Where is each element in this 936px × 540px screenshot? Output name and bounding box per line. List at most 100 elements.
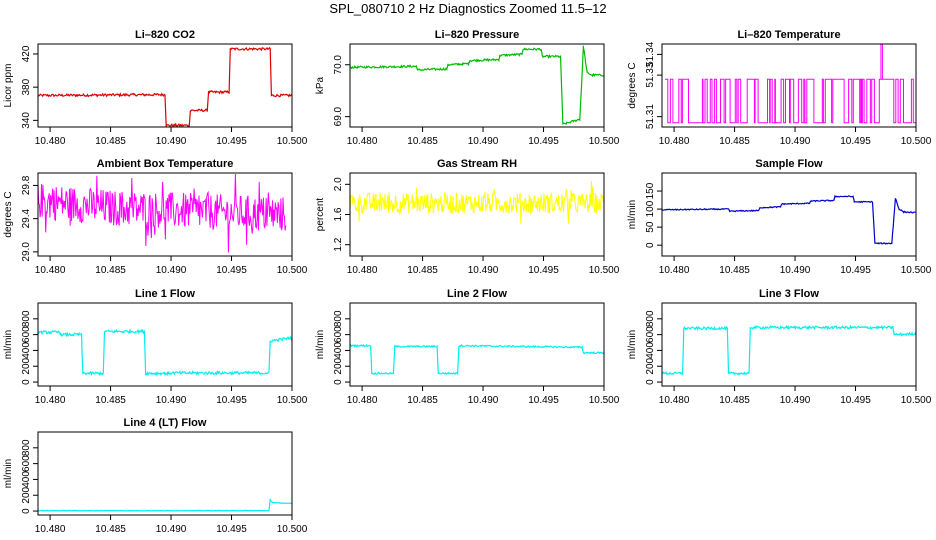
- series-line: [662, 194, 916, 245]
- y-axis-label: ml/min: [627, 200, 638, 229]
- x-tick-label: 10.490: [156, 136, 187, 147]
- x-tick-label: 10.480: [35, 136, 66, 147]
- y-tick-label: 200: [21, 357, 32, 374]
- chart-title: Sample Flow: [755, 158, 823, 170]
- series-spike: [880, 44, 883, 80]
- chart-series: [38, 328, 292, 377]
- y-axis-label: ml/min: [315, 330, 326, 359]
- x-tick-label: 10.485: [719, 395, 750, 406]
- y-tick-label: 1.2: [333, 237, 344, 251]
- chart-6: Sample Flow 10.480 10.485 10.490 10.495 10.50…: [627, 158, 932, 276]
- y-tick-label: 400: [645, 342, 656, 359]
- x-tick-label: 10.485: [95, 136, 126, 147]
- x-tick-label: 10.490: [780, 265, 811, 276]
- x-tick-label: 10.495: [216, 265, 247, 276]
- x-tick-label: 10.485: [407, 136, 438, 147]
- y-tick-label: 380: [21, 78, 32, 95]
- x-tick-label: 10.495: [528, 136, 559, 147]
- y-tick-label: 200: [333, 357, 344, 374]
- chart-title: Gas Stream RH: [437, 158, 517, 170]
- x-tick-label: 10.480: [35, 265, 66, 276]
- x-tick-label: 10.490: [156, 265, 187, 276]
- y-axis-label: ml/min: [3, 459, 14, 488]
- x-tick-label: 10.495: [840, 265, 871, 276]
- y-tick-label: 400: [333, 342, 344, 359]
- y-tick-label: 0: [645, 242, 656, 248]
- series-line: [38, 46, 292, 127]
- x-tick-label: 10.485: [95, 265, 126, 276]
- chart-series: [350, 180, 604, 224]
- y-tick-label: 29.8: [21, 175, 32, 195]
- x-tick-label: 10.495: [216, 524, 247, 535]
- series-line: [350, 343, 604, 376]
- chart-2: Li–820 Pressure 10.480 10.485 10.490 10.495 1…: [315, 29, 620, 147]
- y-tick-label: 100: [645, 200, 656, 217]
- chart-series: [38, 498, 292, 512]
- chart-series: [665, 44, 916, 124]
- y-tick-label: 600: [21, 326, 32, 343]
- y-tick-label: 150: [645, 182, 656, 199]
- plot-frame: [661, 43, 917, 128]
- y-tick-label: 1.6: [333, 207, 344, 221]
- chart-title: Li–820 CO2: [135, 29, 195, 41]
- chart-title: Line 2 Flow: [447, 288, 507, 300]
- y-tick-label: 600: [21, 455, 32, 472]
- y-tick-label: 600: [333, 326, 344, 343]
- y-tick-label: 0: [21, 508, 32, 514]
- plot-frame: [37, 431, 293, 516]
- chart-title: Ambient Box Temperature: [97, 158, 234, 170]
- chart-4: Ambient Box Temperature 10.480 10.485 10.49…: [3, 158, 308, 276]
- x-tick-label: 10.490: [156, 524, 187, 535]
- y-axis-label: kPa: [315, 76, 326, 94]
- x-tick-label: 10.480: [347, 395, 378, 406]
- y-tick-label: 800: [21, 310, 32, 327]
- chart-series: [662, 324, 916, 377]
- x-tick-label: 10.480: [35, 524, 66, 535]
- series-line: [662, 324, 916, 377]
- x-tick-label: 10.500: [589, 395, 620, 406]
- y-tick-label: 800: [333, 310, 344, 327]
- chart-series: [662, 194, 916, 245]
- x-tick-label: 10.480: [659, 136, 690, 147]
- y-axis-label: degrees C: [627, 62, 638, 108]
- x-tick-label: 10.490: [468, 265, 499, 276]
- y-tick-label: 0: [333, 379, 344, 385]
- series-line: [350, 45, 604, 125]
- x-tick-label: 10.500: [901, 265, 932, 276]
- y-tick-label: 0: [21, 379, 32, 385]
- x-tick-label: 10.495: [216, 136, 247, 147]
- plot-frame: [37, 302, 293, 387]
- x-tick-label: 10.500: [277, 265, 308, 276]
- chart-10: Line 4 (LT) Flow 10.480 10.485 10.490 10.495…: [3, 417, 308, 535]
- y-tick-label: 0: [645, 379, 656, 385]
- plot-frame: [661, 172, 917, 257]
- x-tick-label: 10.500: [277, 136, 308, 147]
- x-tick-label: 10.485: [407, 265, 438, 276]
- x-tick-label: 10.485: [407, 395, 438, 406]
- x-tick-label: 10.480: [347, 136, 378, 147]
- x-tick-label: 10.500: [589, 265, 620, 276]
- y-tick-label: 340: [21, 112, 32, 129]
- y-tick-label: 800: [645, 310, 656, 327]
- y-tick-label: 50: [645, 221, 656, 233]
- chart-5: Gas Stream RH 10.480 10.485 10.490 10.495 10.…: [315, 158, 620, 276]
- x-tick-label: 10.500: [589, 136, 620, 147]
- series-line: [38, 498, 292, 512]
- x-tick-label: 10.480: [659, 395, 690, 406]
- chart-series: [38, 173, 287, 253]
- x-tick-label: 10.480: [347, 265, 378, 276]
- y-axis-label: ml/min: [627, 330, 638, 359]
- x-tick-label: 10.495: [840, 136, 871, 147]
- x-tick-label: 10.500: [277, 395, 308, 406]
- chart-series: [38, 46, 292, 127]
- series-line: [350, 180, 604, 224]
- x-tick-label: 10.480: [659, 265, 690, 276]
- plot-frame: [37, 43, 293, 128]
- y-tick-label: 51.33: [645, 62, 656, 87]
- x-tick-label: 10.490: [468, 136, 499, 147]
- x-tick-label: 10.485: [95, 524, 126, 535]
- y-tick-label: 600: [645, 326, 656, 343]
- y-tick-label: 2.0: [333, 177, 344, 191]
- y-tick-label: 70.0: [333, 55, 344, 75]
- y-tick-label: 29.0: [21, 242, 32, 262]
